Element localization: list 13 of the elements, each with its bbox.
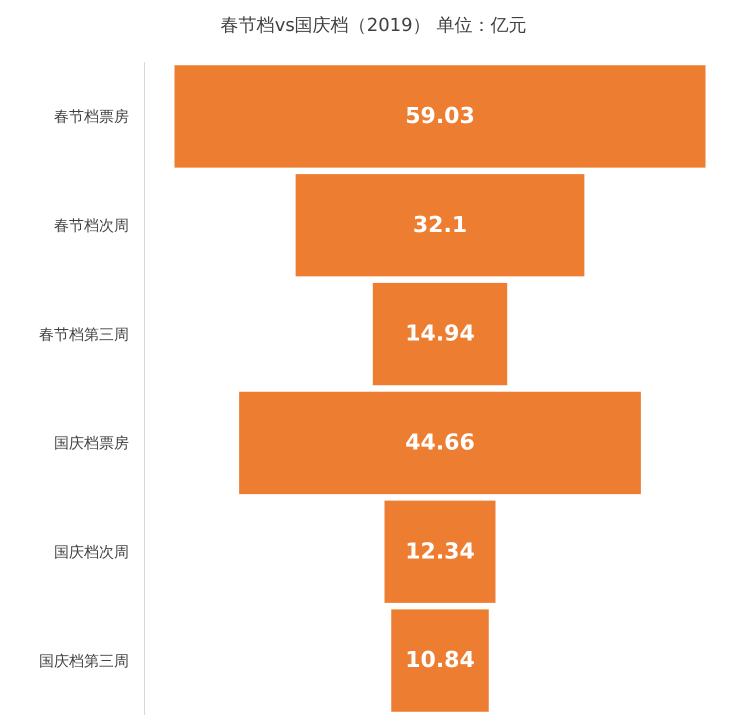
category-label: 国庆档票房 <box>54 434 129 452</box>
category-label: 春节档次周 <box>54 216 129 234</box>
data-label: 14.94 <box>405 322 475 347</box>
data-label: 12.34 <box>405 539 475 564</box>
data-label: 59.03 <box>405 104 475 129</box>
text: 春节档vs国庆档（2019） 单位：亿元 <box>220 14 526 36</box>
category-label: 国庆档第三周 <box>39 652 129 670</box>
data-label: 10.84 <box>405 648 475 674</box>
data-label: 44.66 <box>405 430 475 456</box>
category-label: 春节档第三周 <box>39 325 129 344</box>
data-label: 32.1 <box>412 212 468 238</box>
category-label: 国庆档次周 <box>54 543 129 561</box>
category-label: 春节档票房 <box>54 108 129 126</box>
